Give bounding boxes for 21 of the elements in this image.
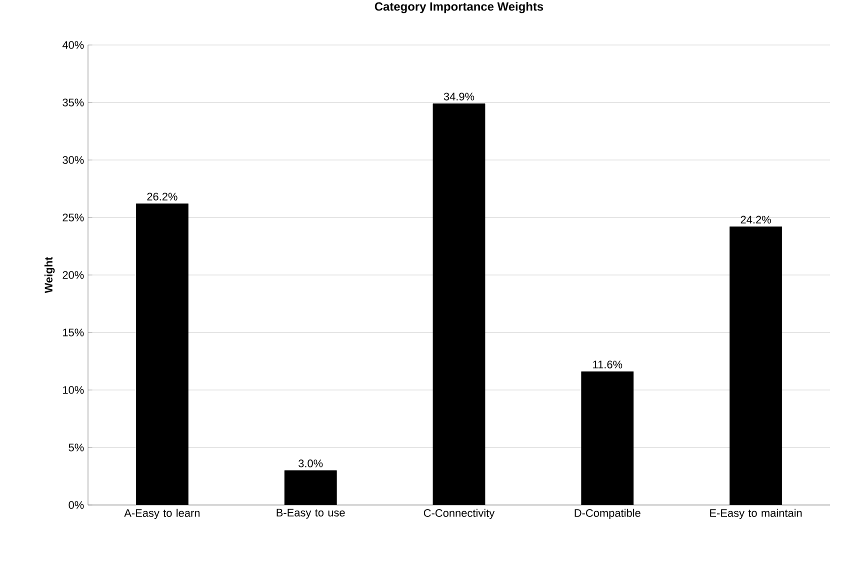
x-tick-label: A-Easy to learn xyxy=(124,508,200,520)
y-tick-label: 15% xyxy=(63,328,84,336)
y-tick-label: 5% xyxy=(68,444,84,452)
data-label: 26.2% xyxy=(147,192,178,200)
y-tick-label: 20% xyxy=(62,271,84,279)
data-label: 24.2% xyxy=(740,216,771,224)
data-label: 11.6% xyxy=(593,360,622,368)
x-tick-label: E-Easy to maintain xyxy=(710,508,802,520)
data-label: 34.9% xyxy=(444,92,474,100)
y-tick-label: 10% xyxy=(63,386,84,394)
y-tick-label: 0% xyxy=(68,501,84,509)
x-tick-label: B-Easy to use xyxy=(276,508,345,519)
x-tick-label: C-Connectivity xyxy=(424,508,495,520)
y-axis-title: Weight xyxy=(44,256,55,294)
y-tick-label: 25% xyxy=(62,214,84,222)
y-tick-label: 30% xyxy=(62,156,84,164)
x-tick-label: D-Compatible xyxy=(574,508,640,520)
chart-title: Category Importance Weights xyxy=(374,2,544,14)
data-label: 3.0% xyxy=(298,460,323,468)
y-tick-label: 35% xyxy=(62,98,84,106)
y-tick-label: 40% xyxy=(62,41,84,49)
